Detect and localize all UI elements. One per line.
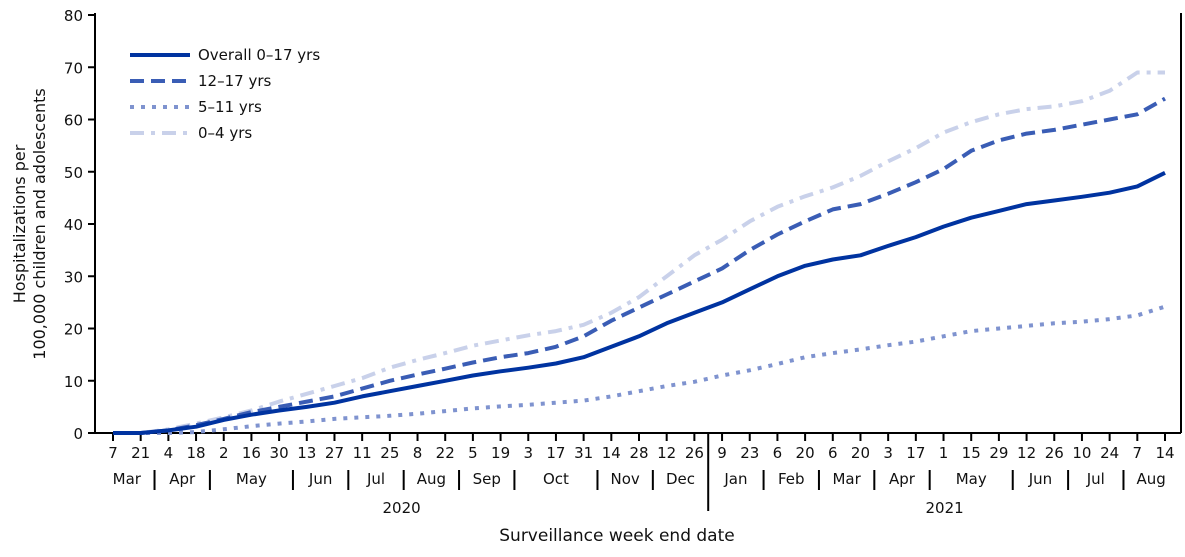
year-label: 2020 [383,499,421,517]
x-tick-label: 29 [989,444,1008,462]
x-tick-label: 27 [325,444,344,462]
x-tick-label: 26 [1045,444,1064,462]
x-tick-label: 14 [602,444,621,462]
y-tick-label: 40 [64,216,83,234]
x-tick-label: 30 [270,444,289,462]
x-tick-label: 4 [164,444,174,462]
series-lines [113,70,1166,435]
y-tick-label: 80 [64,7,83,25]
x-tick-label: 26 [685,444,704,462]
x-tick-label: 5 [468,444,478,462]
month-label: Dec [666,470,695,488]
y-tick-label: 70 [64,59,83,77]
x-axis-title: Surveillance week end date [499,526,734,546]
x-tick-label: 19 [491,444,510,462]
legend: Overall 0–17 yrs 12–17 yrs 5–11 yrs 0–4 yrs [130,46,320,142]
y-tick-label: 30 [64,268,83,286]
x-tick-label: 24 [1100,444,1119,462]
month-label: Apr [169,470,196,488]
month-label: Sep [473,470,501,488]
month-label: May [236,470,267,488]
legend-label: 12–17 yrs [198,72,271,90]
x-tick-label: 12 [657,444,676,462]
month-label: Nov [611,470,640,488]
x-tick-label: 1 [939,444,949,462]
x-tick-label: 17 [546,444,565,462]
x-tick-label: 20 [796,444,815,462]
x-tick-label: 7 [1133,444,1143,462]
y-tick-label: 60 [64,112,83,130]
month-label: Aug [417,470,446,488]
month-label: Jan [723,470,747,488]
month-label: Oct [543,470,569,488]
x-tick-label: 8 [413,444,423,462]
x-tick-label: 15 [962,444,981,462]
x-tick-label: 23 [740,444,759,462]
month-label: Jun [1028,470,1052,488]
month-label: Jul [366,470,385,488]
x-tick-label: 13 [297,444,316,462]
x-tick-label: 10 [1072,444,1091,462]
series-line-0-4-yrs [113,70,1165,435]
y-tick-label: 50 [64,164,83,182]
y-tick-label: 0 [73,425,83,443]
legend-label: Overall 0–17 yrs [198,46,320,64]
x-tick-label: 2 [219,444,229,462]
series-line-overall-0-17-yrs [113,171,1166,435]
x-tick-label: 6 [828,444,838,462]
x-tick-label: 16 [242,444,261,462]
x-tick-label: 7 [108,444,118,462]
month-label: Aug [1137,470,1166,488]
x-tick-label: 28 [629,444,648,462]
month-label: May [956,470,987,488]
x-tick-label: 25 [380,444,399,462]
y-tick-label: 10 [64,373,83,391]
series-line-5-11-yrs [113,304,1166,435]
x-tick-label: 12 [1017,444,1036,462]
x-tick-label: 20 [851,444,870,462]
month-label: Apr [889,470,916,488]
y-tick-label: 20 [64,321,83,339]
x-tick-label: 9 [717,444,727,462]
series-line-12-17-yrs [113,96,1166,435]
month-label: Jun [308,470,332,488]
x-tick-label: 31 [574,444,593,462]
month-label: Mar [113,470,142,488]
x-tick-label: 18 [187,444,206,462]
x-tick-label: 22 [436,444,455,462]
y-axis-title-line2: 100,000 children and adolescents [30,88,49,359]
x-tick-label: 21 [131,444,150,462]
legend-label: 0–4 yrs [198,124,252,142]
legend-label: 5–11 yrs [198,98,262,116]
month-label: Mar [832,470,861,488]
x-tick-label: 17 [906,444,925,462]
x-tick-label: 3 [883,444,893,462]
x-tick-label: 11 [353,444,372,462]
year-label: 2021 [926,499,964,517]
x-tick-label: 6 [773,444,783,462]
y-axis-title-line1: Hospitalizations per [10,144,29,303]
x-tick-label: 14 [1155,444,1174,462]
month-label: Feb [778,470,805,488]
x-tick-label: 3 [523,444,533,462]
month-label: Jul [1086,470,1105,488]
